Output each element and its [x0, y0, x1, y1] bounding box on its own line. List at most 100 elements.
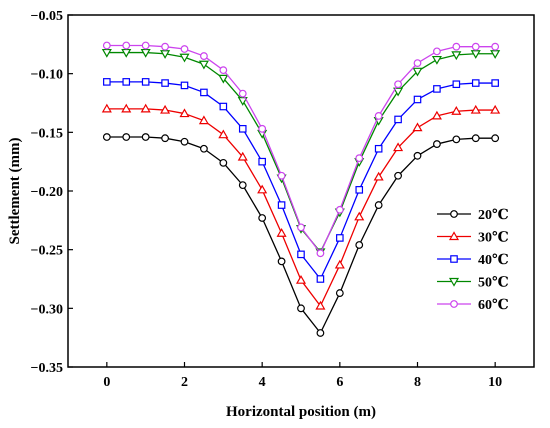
data-point: [198, 115, 209, 125]
data-point: [180, 137, 189, 146]
data-point: [491, 42, 500, 51]
legend-item: 30℃: [437, 231, 509, 246]
data-point: [219, 66, 228, 75]
x-tick-label: 8: [414, 375, 421, 390]
data-point: [316, 249, 325, 258]
data-point: [374, 144, 383, 153]
data-point: [470, 104, 481, 114]
data-point: [315, 300, 326, 310]
data-point: [141, 41, 150, 50]
data-point: [413, 151, 422, 160]
data-point: [258, 157, 266, 166]
data-point: [413, 59, 422, 68]
data-point: [258, 124, 267, 133]
legend: 20℃ 30℃ 40℃ 50℃ 60℃: [437, 208, 509, 313]
data-point: [140, 48, 151, 58]
y-tick-label: −0.10: [31, 68, 63, 83]
y-tick-label: −0.05: [31, 9, 63, 24]
data-point: [277, 201, 286, 209]
data-point: [316, 329, 325, 337]
data-point: [238, 89, 247, 98]
legend-label: 60℃: [478, 298, 509, 313]
data-point: [237, 151, 248, 161]
data-point: [316, 275, 325, 283]
legend-label: 40℃: [478, 253, 509, 268]
series-0: [102, 133, 500, 337]
series-2: [103, 78, 499, 283]
data-point: [277, 171, 286, 180]
x-tick-label: 4: [259, 375, 266, 390]
data-point: [219, 158, 228, 167]
data-point: [335, 289, 344, 297]
data-point: [102, 133, 111, 141]
legend-item: 50℃: [437, 276, 509, 291]
data-point: [297, 250, 305, 259]
legend-marker: [450, 300, 458, 308]
data-point: [277, 257, 286, 266]
data-point: [373, 171, 384, 181]
data-point: [471, 134, 480, 143]
data-point: [413, 95, 422, 104]
data-point: [179, 53, 190, 63]
y-axis-label: Settlement (mm): [7, 137, 23, 244]
data-point: [180, 81, 189, 90]
data-point: [433, 47, 441, 56]
data-point: [491, 79, 499, 87]
plot-frame: [67, 14, 535, 368]
y-tick-label: −0.25: [31, 244, 63, 259]
data-point: [431, 110, 442, 120]
data-point: [200, 52, 208, 60]
x-tick-label: 0: [103, 375, 110, 390]
data-point: [102, 41, 111, 50]
data-point: [161, 42, 169, 51]
x-tick-label: 2: [181, 375, 188, 390]
data-point: [200, 144, 208, 153]
data-point: [374, 201, 383, 209]
data-point: [160, 104, 171, 114]
data-point: [198, 60, 209, 70]
data-point: [471, 42, 480, 51]
data-point: [160, 50, 171, 59]
data-point: [412, 122, 423, 132]
data-point: [490, 104, 501, 114]
x-axis-label: Horizontal position (m): [226, 404, 376, 420]
data-point: [122, 78, 131, 86]
data-point: [218, 74, 229, 84]
data-point: [394, 80, 402, 89]
data-point: [258, 214, 267, 222]
data-point: [103, 78, 111, 86]
data-point: [238, 125, 247, 133]
data-point: [101, 48, 112, 58]
data-point: [452, 42, 461, 51]
data-point: [355, 186, 364, 194]
data-point: [471, 79, 480, 87]
data-point: [179, 108, 190, 118]
data-point: [491, 134, 500, 143]
y-tick-label: −0.20: [31, 185, 63, 200]
data-point: [452, 80, 461, 89]
data-point: [122, 41, 131, 50]
data-point: [470, 50, 481, 59]
legend-marker: [450, 255, 458, 263]
data-point: [334, 259, 345, 269]
legend-item: 20℃: [437, 208, 509, 223]
data-point: [452, 135, 461, 144]
data-point: [121, 48, 132, 58]
data-point: [412, 67, 423, 77]
data-point: [393, 87, 404, 97]
data-point: [490, 50, 501, 59]
data-point: [141, 78, 150, 86]
series-layer: [101, 41, 501, 337]
data-point: [354, 211, 365, 221]
series-4: [102, 41, 500, 258]
data-point: [297, 304, 305, 313]
data-point: [295, 274, 307, 284]
data-point: [433, 85, 441, 93]
data-point: [140, 103, 151, 113]
legend-label: 20℃: [478, 208, 509, 223]
data-point: [374, 112, 383, 120]
legend-label: 50℃: [478, 276, 509, 291]
data-point: [161, 134, 169, 143]
data-point: [394, 115, 402, 124]
